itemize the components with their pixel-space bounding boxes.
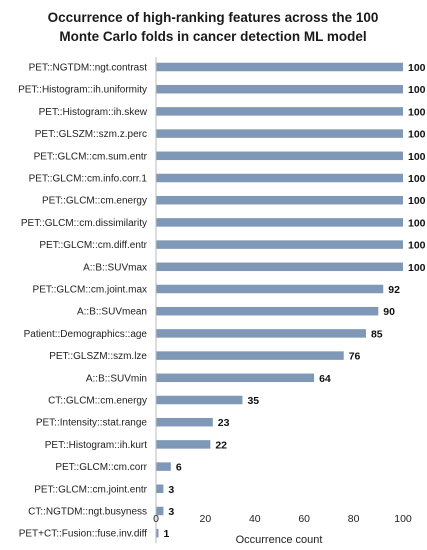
category-label: PET::GLCM::cm.sum.entr (34, 151, 148, 162)
value-label: 22 (215, 439, 227, 451)
x-tick-label: 0 (153, 513, 159, 525)
bar (156, 151, 403, 161)
category-label: PET::Histogram::ih.kurt (45, 440, 147, 451)
value-label: 1 (163, 528, 169, 540)
value-label: 100 (408, 129, 426, 141)
bar (156, 417, 213, 427)
bar (156, 440, 211, 449)
category-label: Patient::Demographics::age (24, 329, 148, 340)
category-label: A::B::SUVmax (83, 262, 147, 273)
bar (156, 195, 403, 205)
category-label: PET::Histogram::ih.uniformity (18, 85, 147, 96)
bar (156, 306, 379, 316)
category-label: PET::GLCM::cm.energy (42, 196, 147, 207)
category-label: PET::GLCM::cm.joint.entr (34, 484, 147, 495)
bar (156, 173, 403, 183)
category-label: CT::GLCM::cm.energy (48, 396, 147, 407)
category-label: PET::GLSZM::szm.z.perc (35, 129, 147, 140)
category-label: PET::GLCM::cm.info.corr.1 (29, 174, 148, 185)
category-label: CT::NGTDM::ngt.busyness (28, 507, 147, 518)
category-label: PET::GLCM::cm.joint.max (33, 285, 147, 296)
bar (156, 62, 403, 72)
bar (156, 484, 164, 494)
bar (156, 262, 403, 272)
category-label: A::B::SUVmin (86, 373, 147, 384)
x-tick-labels: 0 20 40 60 80 100 (153, 513, 412, 525)
bar (156, 462, 171, 471)
value-label: 92 (388, 284, 400, 296)
value-label: 100 (408, 62, 426, 74)
bar (156, 528, 159, 538)
value-label: 35 (247, 395, 259, 407)
bar (156, 506, 164, 516)
x-axis-label: Occurrence count (236, 534, 323, 546)
value-label: 100 (408, 195, 426, 207)
value-label: 100 (408, 84, 426, 96)
bars-group (156, 62, 403, 538)
value-label: 100 (408, 151, 426, 163)
bar (156, 218, 403, 227)
chart-title-line-1: Occurrence of high-ranking features acro… (48, 10, 379, 25)
value-labels: 1001001001001001001001001001009290857664… (163, 62, 425, 540)
category-label: PET::GLCM::cm.dissimilarity (21, 218, 147, 229)
category-label: PET::GLCM::cm.corr (55, 462, 147, 473)
chart-title: Occurrence of high-ranking features acro… (48, 10, 379, 44)
value-label: 100 (408, 106, 426, 118)
x-tick-label: 60 (298, 513, 310, 525)
value-label: 100 (408, 240, 426, 252)
value-label: 100 (408, 173, 426, 185)
bar (156, 129, 403, 138)
category-label: PET+CT::Fusion::fuse.inv.diff (19, 529, 148, 540)
value-label: 23 (218, 417, 230, 429)
bar (156, 284, 384, 294)
value-label: 3 (168, 506, 174, 518)
value-label: 64 (319, 373, 331, 385)
x-tick-label: 80 (348, 513, 360, 525)
category-label: PET::GLCM::cm.diff.entr (39, 240, 147, 251)
category-label: PET::GLSZM::szm.lze (49, 351, 147, 362)
category-labels: PET::NGTDM::ngt.contrastPET::Histogram::… (18, 63, 148, 540)
value-label: 3 (168, 484, 174, 496)
bar (156, 84, 403, 94)
value-label: 76 (349, 351, 361, 363)
value-label: 6 (176, 462, 182, 474)
x-tick-label: 40 (249, 513, 261, 525)
value-label: 90 (383, 306, 395, 318)
bar (156, 373, 315, 383)
bar (156, 107, 403, 116)
bar (156, 240, 403, 249)
category-label: A::B::SUVmean (77, 307, 147, 318)
bar (156, 395, 243, 405)
x-tick-label: 20 (200, 513, 212, 525)
x-tick-label: 100 (394, 513, 412, 525)
bar (156, 351, 344, 360)
chart-title-line-2: Monte Carlo folds in cancer detection ML… (59, 29, 366, 44)
category-label: PET::Histogram::ih.skew (39, 107, 148, 118)
bar (156, 329, 366, 338)
value-label: 100 (408, 217, 426, 229)
value-label: 100 (408, 262, 426, 274)
value-label: 85 (371, 328, 383, 340)
category-label: PET::Intensity::stat.range (36, 418, 148, 429)
category-label: PET::NGTDM::ngt.contrast (29, 63, 148, 74)
